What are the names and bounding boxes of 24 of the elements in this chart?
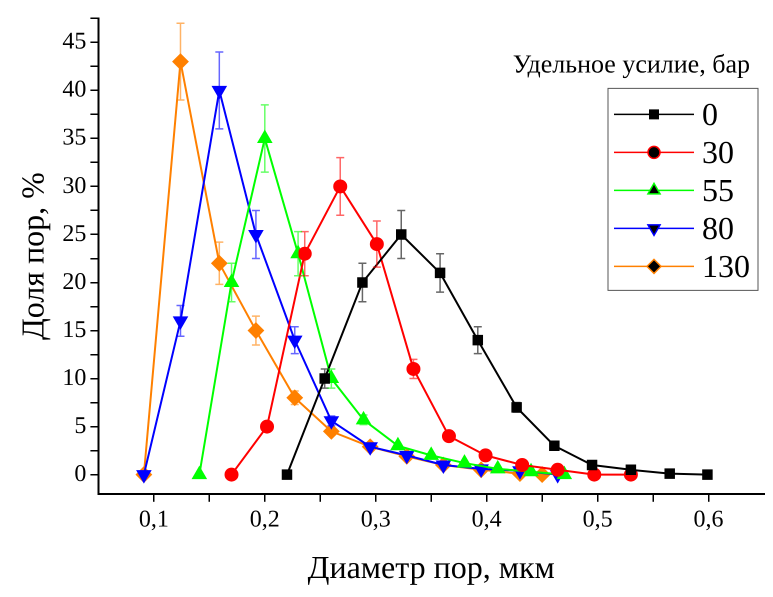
y-tick-label: 30	[62, 172, 86, 199]
y-tick-label: 15	[62, 316, 86, 343]
legend-label: 80	[702, 210, 734, 246]
y-tick-label: 25	[62, 220, 86, 247]
y-tick-label: 5	[74, 412, 86, 439]
x-tick-label: 0,3	[360, 506, 391, 532]
legend-title: Удельное усилие, бар	[512, 49, 750, 78]
x-tick-label: 0,1	[138, 506, 169, 532]
legend-label: 130	[702, 248, 750, 284]
legend-label: 0	[702, 96, 718, 132]
x-tick-label: 0,4	[472, 506, 502, 532]
x-tick-label: 0,2	[250, 506, 280, 532]
x-tick-label: 0,6	[694, 506, 724, 532]
y-tick-label: 40	[62, 76, 86, 103]
x-tick-label: 0,5	[582, 506, 613, 532]
legend-label: 55	[702, 172, 734, 208]
y-axis-title: Доля пор, %	[14, 172, 51, 340]
y-tick-label: 10	[62, 364, 86, 391]
x-axis-title: Диаметр пор, мкм	[308, 549, 555, 586]
y-tick-label: 20	[62, 268, 86, 295]
y-tick-label: 45	[62, 28, 86, 55]
y-tick-label: 35	[62, 124, 86, 151]
legend-label: 30	[702, 134, 734, 170]
y-tick-label: 0	[74, 460, 86, 487]
